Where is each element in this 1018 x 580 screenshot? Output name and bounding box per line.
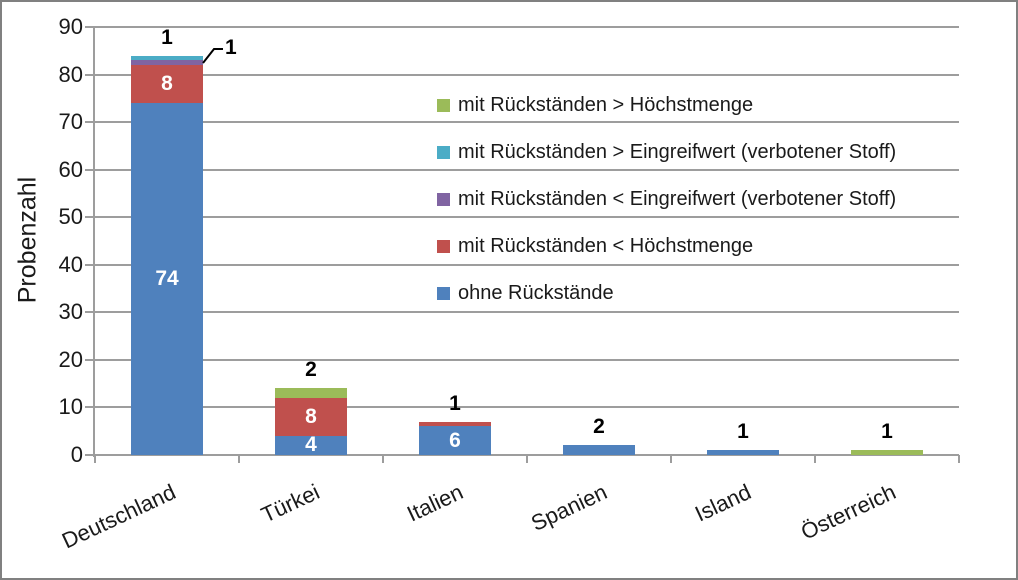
callout-leader-line	[202, 47, 223, 64]
bar-segment	[419, 421, 491, 427]
legend-swatch	[437, 98, 450, 112]
gridline	[95, 358, 959, 361]
y-tick-label: 60	[58, 156, 83, 182]
bar-segment	[275, 435, 347, 455]
bar-segment	[563, 445, 635, 455]
legend-label: mit Rückständen < Höchstmenge	[458, 235, 754, 257]
category-label: Spanien	[527, 479, 612, 536]
legend-label: mit Rückständen > Eingreifwert (verboten…	[458, 141, 897, 163]
bar-segment	[275, 388, 347, 398]
bar-segment	[131, 103, 203, 455]
bar-value-label: 2	[593, 415, 605, 439]
gridline	[95, 26, 959, 28]
category-label: Türkei	[257, 479, 324, 528]
y-tick-label: 90	[58, 14, 83, 39]
gridline	[95, 406, 959, 409]
x-axis-tick	[670, 455, 672, 463]
category-label: Island	[691, 479, 756, 527]
bar-segment	[131, 60, 203, 66]
y-axis-tick	[85, 454, 93, 456]
gridline	[95, 168, 959, 171]
x-axis-tick	[958, 455, 960, 463]
legend-swatch	[437, 286, 450, 300]
x-axis-tick	[382, 455, 384, 463]
y-tick-label: 80	[58, 61, 83, 87]
callout-value-label: 1	[225, 35, 237, 59]
y-axis-tick	[85, 73, 93, 76]
bar-value-label: 2	[305, 358, 317, 382]
bar-segment	[851, 450, 923, 455]
y-axis-tick	[85, 311, 93, 314]
y-tick-label: 20	[58, 346, 83, 372]
legend-swatch	[437, 145, 450, 159]
category-label: Österreich	[796, 479, 900, 545]
category-label: Italien	[403, 479, 468, 527]
y-tick-label: 50	[58, 204, 83, 230]
bar-value-label: 1	[881, 420, 893, 444]
y-tick-label: 40	[58, 251, 83, 277]
bar-value-label: 1	[737, 420, 749, 444]
y-tick-label: 70	[58, 109, 83, 135]
bar-value-label: 4	[305, 433, 317, 457]
bar-segment	[707, 450, 779, 455]
gridline	[95, 263, 959, 266]
y-axis-tick	[85, 26, 93, 28]
legend-item: mit Rückständen < Eingreifwert (verboten…	[437, 188, 896, 210]
bar-segment	[419, 426, 491, 455]
bar-segment	[275, 397, 347, 436]
legend-label: mit Rückständen < Eingreifwert (verboten…	[458, 188, 897, 210]
legend-item: ohne Rückstände	[437, 282, 614, 304]
legend-label: mit Rückständen > Höchstmenge	[458, 94, 754, 116]
y-axis-tick	[85, 358, 93, 361]
legend-label: ohne Rückstände	[458, 282, 614, 304]
gridline	[95, 121, 959, 124]
bar-value-label: 6	[449, 428, 461, 452]
legend-item: mit Rückständen > Höchstmenge	[437, 94, 753, 116]
bar-value-label: 74	[155, 267, 179, 291]
category-label: Deutschland	[57, 479, 180, 554]
y-axis-line	[93, 26, 95, 457]
bar-segment	[131, 65, 203, 104]
x-axis-tick	[814, 455, 816, 463]
y-tick-label: 10	[58, 394, 83, 420]
x-axis-tick	[238, 455, 240, 463]
bar-value-label: 1	[161, 25, 173, 49]
x-axis-tick	[94, 455, 96, 463]
bar-value-label: 8	[305, 404, 317, 428]
gridline	[95, 311, 959, 314]
gridline	[95, 73, 959, 76]
legend-item: mit Rückständen > Eingreifwert (verboten…	[437, 141, 896, 163]
legend-swatch	[437, 239, 450, 253]
bar-value-label: 1	[449, 391, 461, 415]
bar-segment	[131, 55, 203, 61]
y-axis-tick	[85, 121, 93, 124]
y-tick-label: 30	[58, 299, 83, 325]
bar-value-label: 8	[161, 72, 173, 96]
legend-swatch	[437, 192, 450, 206]
gridline	[95, 216, 959, 219]
y-axis-tick	[85, 216, 93, 219]
y-axis-tick	[85, 406, 93, 409]
x-axis-tick	[526, 455, 528, 463]
y-axis-tick	[85, 168, 93, 171]
y-axis-tick	[85, 263, 93, 266]
y-tick-label: 0	[70, 442, 83, 467]
legend-item: mit Rückständen < Höchstmenge	[437, 235, 753, 257]
